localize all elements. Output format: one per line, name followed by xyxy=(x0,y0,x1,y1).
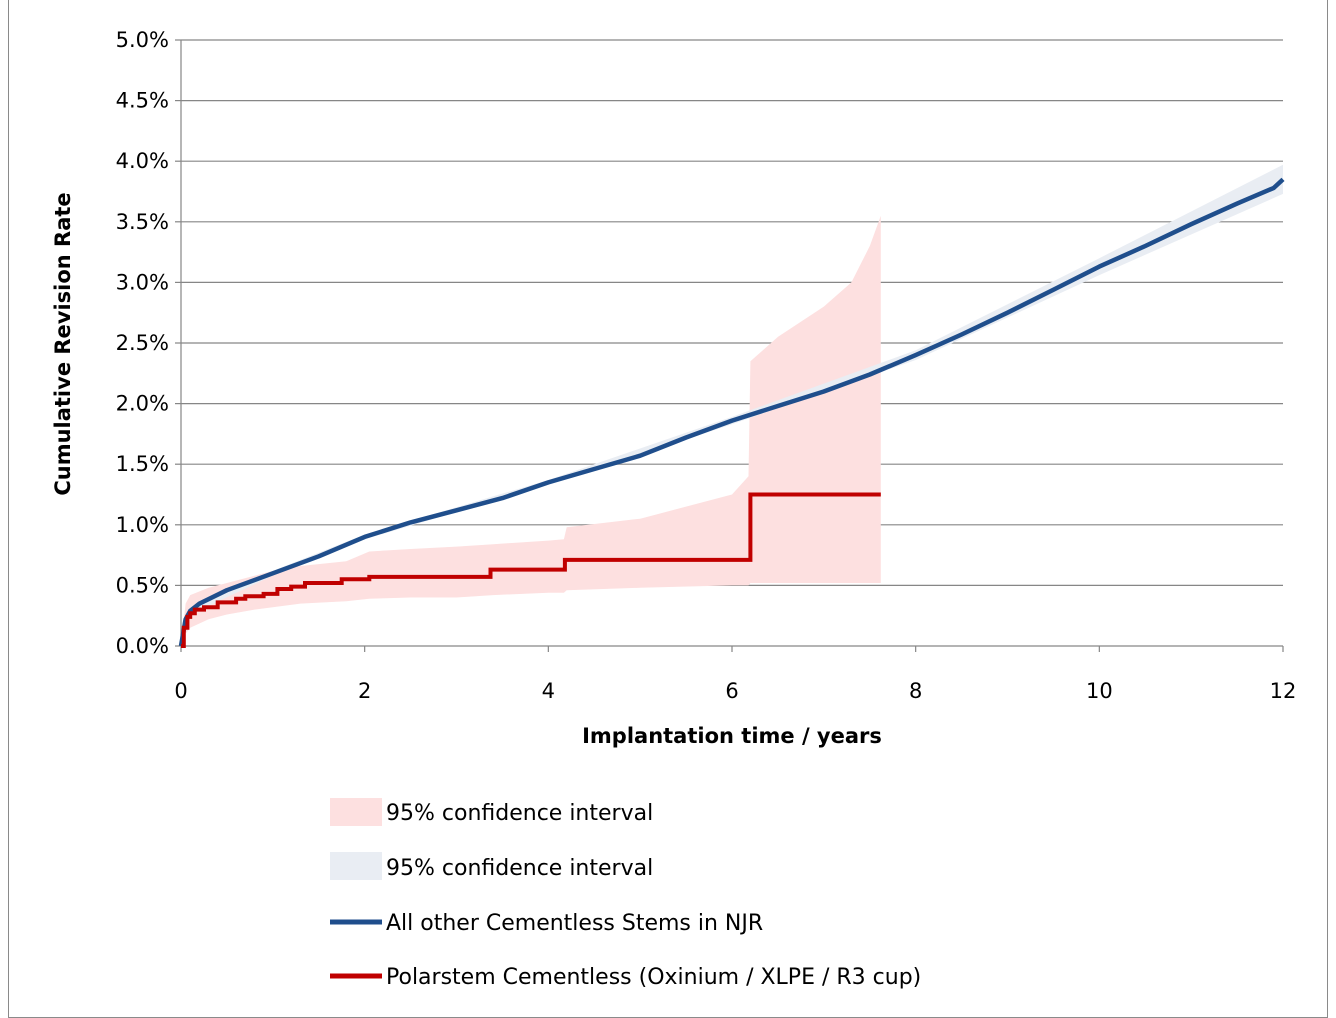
x-tick-label: 12 xyxy=(1270,679,1297,703)
x-axis-title: Implantation time / years xyxy=(582,724,882,748)
tick-labels: 0.0% 0.5% 1.0% 1.5% 2.0% 2.5% 3.0% 3.5% 4.0% 4.5%… xyxy=(116,28,1297,703)
y-tick-label: 1.0% xyxy=(116,513,169,537)
y-axis-title: Cumulative Revision Rate xyxy=(51,192,75,495)
x-tick-label: 4 xyxy=(542,679,555,703)
other-stems-line xyxy=(178,177,1285,647)
polarstem-line xyxy=(181,492,881,648)
y-tick-label: 5.0% xyxy=(116,28,169,52)
x-tick-label: 8 xyxy=(909,679,922,703)
axes xyxy=(175,39,1284,652)
y-tick-label: 3.0% xyxy=(116,270,169,294)
series-lines xyxy=(178,177,1285,648)
y-tick-label: 0.0% xyxy=(116,634,169,658)
y-tick-label: 4.5% xyxy=(116,89,169,113)
legend-label-other-line: All other Cementless Stems in NJR xyxy=(386,911,763,936)
y-tick-label: 3.5% xyxy=(116,210,169,234)
legend-label-polar-line: Polarstem Cementless (Oxinium / XLPE / R… xyxy=(386,965,921,990)
y-tick-label: 0.5% xyxy=(116,573,169,597)
legend-label-other-ci: 95% confidence interval xyxy=(386,856,653,881)
x-tick-label: 2 xyxy=(358,679,371,703)
legend-label-polar-ci: 95% confidence interval xyxy=(386,801,653,826)
x-tick-label: 0 xyxy=(174,679,187,703)
legend-swatch-other-ci xyxy=(330,852,382,880)
y-tick-label: 2.5% xyxy=(116,331,169,355)
y-tick-label: 2.0% xyxy=(116,392,169,416)
y-tick-label: 4.0% xyxy=(116,149,169,173)
polar-ci-band xyxy=(181,215,881,646)
confidence-bands xyxy=(181,164,1283,647)
legend-swatch-polar-ci xyxy=(330,798,382,826)
x-tick-label: 10 xyxy=(1086,679,1113,703)
y-tick-label: 1.5% xyxy=(116,452,169,476)
legend: 95% confidence interval 95% confidence i… xyxy=(330,798,921,990)
x-tick-label: 6 xyxy=(725,679,738,703)
